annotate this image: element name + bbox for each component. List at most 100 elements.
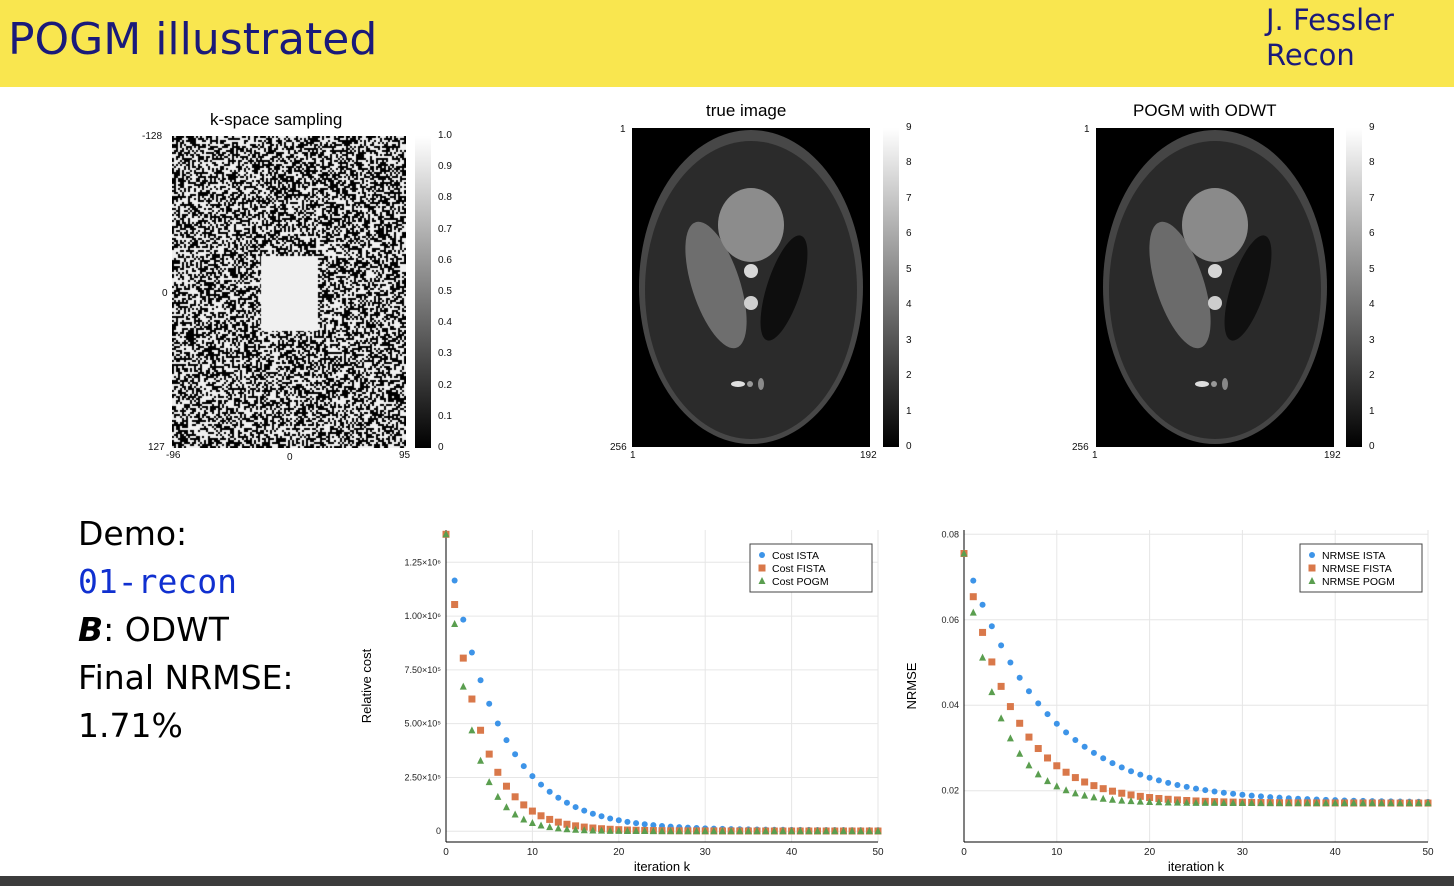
nrmse-ista-point: [1239, 791, 1246, 798]
cost-pogm-point: [736, 827, 744, 835]
cost-pogm-point: [770, 827, 778, 835]
cost-ista-point: [633, 820, 640, 827]
nrmse-ista-point: [1257, 793, 1264, 800]
cost-ista-point: [451, 577, 458, 584]
cost-pogm-point: [632, 827, 640, 835]
cost-ista-point: [641, 821, 648, 828]
x-axis-label: iteration k: [1168, 859, 1225, 874]
nrmse-ista-point: [1276, 794, 1283, 801]
true-colorbar-tick: 2: [906, 370, 912, 382]
transform-symbol: B: [78, 610, 104, 649]
cost-pogm-point: [546, 823, 554, 831]
cost-pogm-point: [580, 826, 588, 834]
cost-fista-point: [451, 601, 459, 609]
true-image-colorbar: [883, 128, 899, 447]
pogm-image-ytick-bottom: 256: [1072, 442, 1089, 453]
x-tick-label: 50: [872, 847, 884, 858]
nrmse-pogm-point: [1378, 799, 1386, 807]
cost-pogm-point: [848, 827, 856, 835]
nrmse-ista-point: [1174, 781, 1181, 788]
x-tick-label: 0: [443, 847, 449, 858]
pogm-image-colorbar: [1346, 128, 1362, 447]
kspace-mask-canvas: [172, 136, 406, 448]
true-colorbar-tick: 9: [906, 122, 912, 133]
kspace-ytick-mid: 0: [162, 288, 168, 299]
cost-pogm-point: [477, 756, 485, 764]
cost-pogm-point: [805, 827, 813, 835]
pogm-colorbar-tick: 1: [1369, 405, 1375, 417]
kspace-xtick-mid: 0: [287, 452, 293, 463]
cost-ista-point: [589, 810, 596, 817]
nrmse-pogm-point: [1155, 798, 1163, 806]
author-block: J. Fessler Recon: [1266, 3, 1394, 73]
nrmse-pogm-point: [1173, 798, 1181, 806]
pogm-colorbar-tick: 0: [1369, 441, 1375, 452]
nrmse-fista-point: [1118, 789, 1126, 797]
nrmse-fista-point: [1071, 774, 1079, 782]
nrmse-pogm-point: [1136, 797, 1144, 805]
kspace-mask-image: [172, 136, 406, 448]
cost-pogm-point: [658, 827, 666, 835]
demo-label: Demo:: [78, 514, 188, 553]
cost-pogm-point: [468, 726, 476, 734]
nrmse-fista-point: [1016, 719, 1024, 727]
nrmse-ista-point: [1007, 659, 1014, 666]
pogm-image-ytick-top: 1: [1084, 124, 1090, 135]
x-tick-label: 40: [786, 847, 798, 858]
nrmse-pogm-point: [1340, 799, 1348, 807]
x-tick-label: 40: [1330, 847, 1342, 858]
nrmse-fista-point: [1136, 792, 1144, 800]
nrmse-pogm-point: [1127, 797, 1135, 805]
kspace-colorbar-tick: 0.7: [438, 223, 452, 235]
cost-fista-point: [546, 815, 554, 823]
cost-pogm-point: [822, 827, 830, 835]
nrmse-fista-point: [1099, 785, 1107, 793]
legend-label: Cost FISTA: [772, 563, 825, 575]
nrmse-ista-point: [1025, 688, 1032, 695]
cost-pogm-point: [693, 827, 701, 835]
true-colorbar-tick: 6: [906, 228, 912, 240]
cost-ista-point: [598, 813, 605, 820]
nrmse-fista-point: [997, 682, 1005, 690]
y-tick-label: 0.06: [941, 615, 959, 625]
cost-fista-point: [485, 750, 493, 758]
nrmse-pogm-point: [1229, 799, 1237, 807]
cost-pogm-point: [563, 825, 571, 833]
x-tick-label: 10: [527, 847, 539, 858]
cost-pogm-point: [641, 827, 649, 835]
cost-pogm-point: [649, 827, 657, 835]
cost-pogm-point: [814, 827, 822, 835]
cost-pogm-point: [779, 827, 787, 835]
cost-pogm-point: [606, 826, 614, 834]
nrmse-pogm-point: [1211, 798, 1219, 806]
y-tick-label: 5.00×10⁵: [404, 719, 441, 729]
legend-label: Cost ISTA: [772, 550, 819, 562]
cost-pogm-point: [718, 827, 726, 835]
nrmse-pogm-point: [988, 688, 996, 696]
cost-pogm-point: [520, 815, 528, 823]
nrmse-ista-point: [1155, 777, 1162, 784]
nrmse-ista-point: [988, 623, 995, 630]
transform-name: : ODWT: [103, 610, 229, 649]
nrmse-fista-point: [1025, 733, 1033, 741]
kspace-colorbar-tick: 0.8: [438, 192, 452, 204]
cost-ista-point: [572, 804, 579, 811]
nrmse-pogm-point: [1257, 799, 1265, 807]
demo-link[interactable]: 01-recon: [78, 562, 237, 601]
cost-ista-point: [555, 794, 562, 801]
nrmse-pogm-point: [960, 549, 968, 557]
nrmse-fista-point: [979, 628, 987, 636]
slide-header: POGM illustrated J. Fessler Recon: [0, 0, 1454, 87]
nrmse-pogm-point: [1331, 799, 1339, 807]
cost-ista-point: [486, 700, 493, 707]
cost-fista-point: [459, 654, 467, 662]
true-image-title: true image: [706, 101, 787, 120]
pogm-phantom-svg: [1103, 130, 1327, 444]
cost-pogm-point: [667, 827, 675, 835]
nrmse-pogm-point: [1303, 799, 1311, 807]
cost-pogm-point: [684, 827, 692, 835]
nrmse-pogm-point: [1424, 799, 1432, 807]
true-colorbar-tick: 8: [906, 157, 912, 169]
cost-ista-point: [460, 616, 467, 623]
nrmse-ista-point: [1072, 736, 1079, 743]
